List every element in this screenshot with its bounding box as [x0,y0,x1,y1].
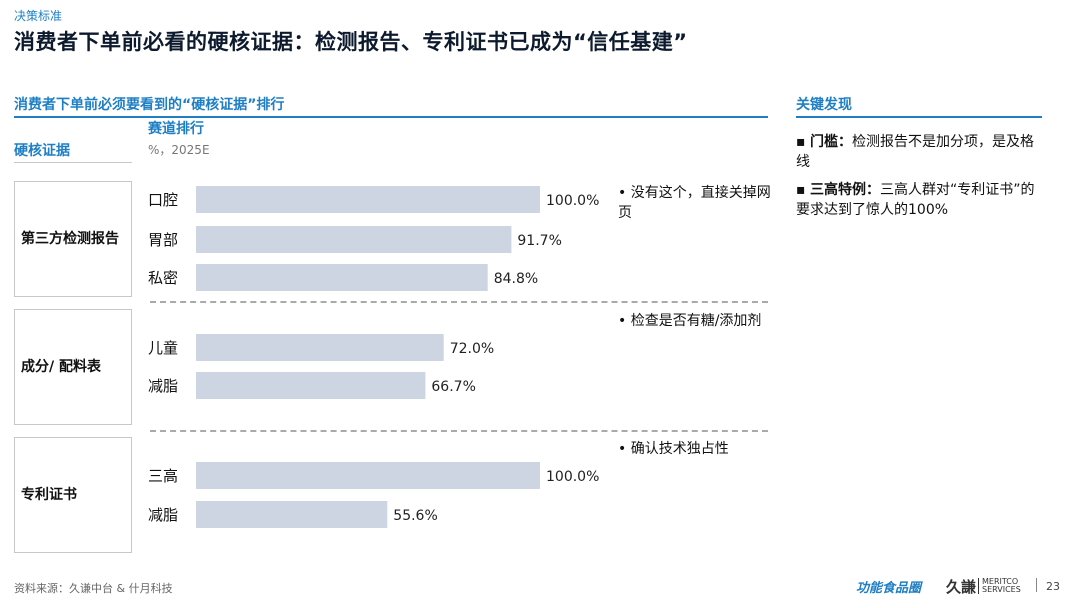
category-label: 减脂 [148,377,178,395]
finding-item-sangao: ▪ 三高特例：三高人群对“专利证书”的要求达到了惊人的100% [796,180,1046,220]
category-label: 私密 [148,269,178,287]
note-test-report: • 没有这个，直接关掉网页 [618,185,771,221]
page-title: 消费者下单前必看的硬核证据：检测报告、专利证书已成为“信任基建” [14,30,688,54]
value-label: 66.7% [431,379,475,395]
category-label: 减脂 [148,506,178,524]
bullet-icon: ▪ [796,134,806,150]
bar [196,334,444,361]
group-divider [150,301,768,303]
category-label: 胃部 [148,231,178,249]
bullet-icon: ▪ [796,182,806,198]
left-panel-rule [14,116,768,118]
key-findings-title: 关键发现 [796,97,852,113]
section-tag: 决策标准 [14,9,63,23]
value-label: 72.0% [450,341,494,357]
value-label: 84.8% [494,271,538,287]
logo-jiuqian: 久謙 [946,578,977,596]
finding-text: 三高人群对“专利证书”的要求达到了惊人的100% [796,182,1035,218]
bar [196,226,512,253]
finding-text: 检测报告不是加分项，是及格线 [796,134,1034,170]
left-panel-title: 消费者下单前必须要看到的“硬核证据”排行 [14,97,285,113]
logo-meritco-line2: SERVICES [982,585,1021,594]
group-divider [150,430,768,432]
category-label: 儿童 [148,339,178,357]
page-number: 23 [1046,580,1060,593]
evidence-label: 第三方检测报告 [21,231,119,247]
column-label-evidence: 硬核证据 [14,143,70,159]
source-note: 资料来源：久谦中台 & 什月科技 [14,582,173,595]
bar [196,186,540,213]
key-findings-rule [796,116,1042,118]
evidence-label: 专利证书 [21,487,77,503]
logo-meritco: MERITCO SERVICES [978,578,1021,594]
finding-bold: 门槛： [809,134,852,150]
value-label: 91.7% [517,233,561,249]
column-label-ranking: 赛道排行 [148,121,204,137]
value-label: 100.0% [546,469,599,485]
bar [196,501,388,528]
value-label: 55.6% [393,508,437,524]
finding-bold: 三高特例： [809,182,880,198]
category-label: 口腔 [148,191,178,209]
note-ingredients: • 检查是否有糖/添加剂 [618,313,762,329]
bar [196,462,540,489]
logo-gongneng: 功能食品圈 [856,581,922,596]
evidence-box-patent: 专利证书 [14,437,132,553]
column-divider [14,162,132,163]
value-label: 100.0% [546,193,599,209]
finding-item-threshold: ▪ 门槛：检测报告不是加分项，是及格线 [796,132,1046,172]
page-number-separator [1036,578,1037,592]
column-unit: %，2025E [148,143,210,157]
evidence-box-ingredients: 成分/ 配料表 [14,309,132,425]
evidence-label: 成分/ 配料表 [21,359,101,375]
note-patent: • 确认技术独占性 [618,441,729,457]
logo-meritco-line1: MERITCO [982,577,1019,586]
bar [196,372,426,399]
bar [196,264,488,291]
category-label: 三高 [148,467,178,485]
evidence-box-test-report: 第三方检测报告 [14,181,132,297]
